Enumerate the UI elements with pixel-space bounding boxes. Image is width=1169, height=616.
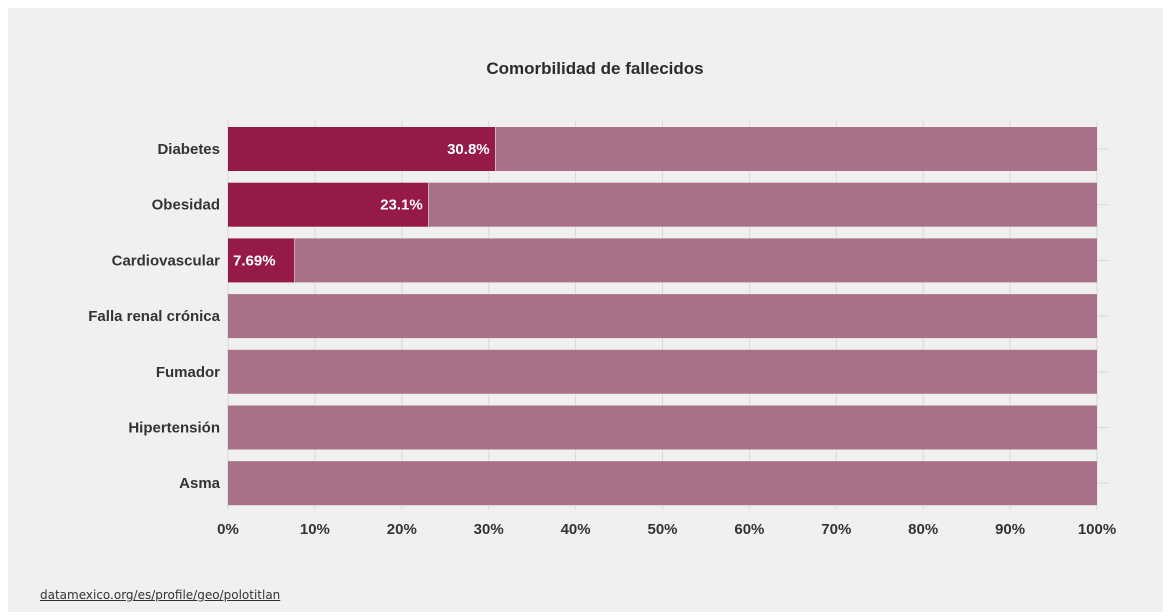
x-tick-label: 0%: [217, 521, 239, 538]
source-link[interactable]: datamexico.org/es/profile/geo/polotitlan: [40, 588, 280, 602]
bar-remainder: [228, 350, 1097, 394]
data-label: 7.69%: [233, 252, 276, 269]
x-tick-label: 20%: [387, 521, 417, 538]
x-tick-label: 50%: [647, 521, 677, 538]
category-label: Asma: [179, 475, 221, 492]
category-label: Fumador: [156, 364, 220, 381]
x-tick-label: 40%: [561, 521, 591, 538]
x-tick-label: 30%: [474, 521, 504, 538]
category-label: Falla renal crónica: [88, 308, 220, 325]
data-label: 30.8%: [447, 141, 490, 158]
bar-remainder: [228, 406, 1097, 450]
data-label: 23.1%: [380, 197, 423, 214]
x-tick-label: 100%: [1078, 521, 1116, 538]
bar-remainder: [295, 238, 1097, 282]
category-label: Cardiovascular: [112, 252, 221, 269]
category-label: Obesidad: [152, 197, 220, 214]
bar-remainder: [429, 183, 1097, 227]
x-tick-label: 90%: [995, 521, 1025, 538]
bar-remainder: [496, 127, 1097, 171]
category-label: Hipertensión: [128, 420, 220, 437]
x-tick-label: 60%: [734, 521, 764, 538]
bar-remainder: [228, 294, 1097, 338]
bar-remainder: [228, 461, 1097, 505]
x-tick-label: 80%: [908, 521, 938, 538]
category-labels: Diabetes Obesidad Cardiovascular Falla rena…: [88, 141, 220, 492]
bars: [228, 127, 1097, 505]
category-label: Diabetes: [157, 141, 220, 158]
x-tick-label: 70%: [821, 521, 851, 538]
x-axis-ticks: 0% 10% 20% 30% 40% 50% 60% 70% 80% 90% 100%: [217, 521, 1116, 538]
chart-title: Comorbilidad de fallecidos: [486, 59, 703, 78]
x-tick-label: 10%: [300, 521, 330, 538]
